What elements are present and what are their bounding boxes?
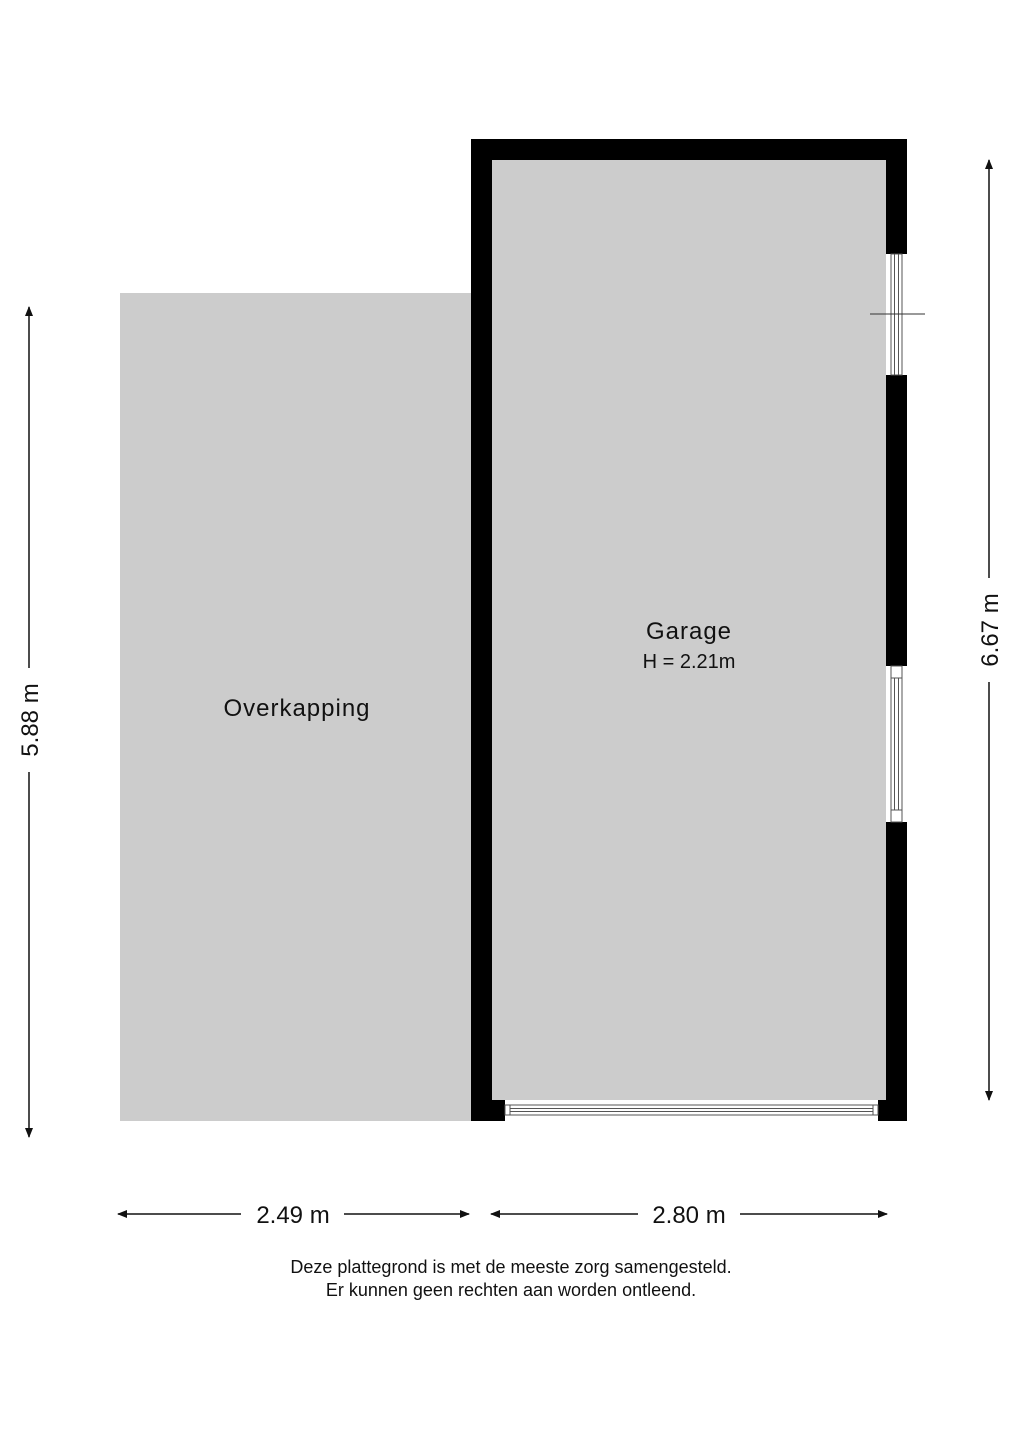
window-upper [870, 253, 925, 376]
dimension-label-bottom-right: 2.80 m [652, 1202, 725, 1229]
dimension-label-right: 6.67 m [977, 593, 1004, 666]
garage-walls [471, 139, 907, 1121]
room-label-overkapping: Overkapping [223, 695, 370, 722]
dimension-label-left: 5.88 m [17, 683, 44, 756]
overkapping-floor [120, 293, 472, 1121]
room-label-garage: Garage [646, 618, 732, 645]
dimension-label-bottom-left: 2.49 m [256, 1202, 329, 1229]
disclaimer-line-2: Er kunnen geen rechten aan worden ontlee… [326, 1280, 696, 1300]
garage-floor [492, 160, 886, 1100]
disclaimer-line-1: Deze plattegrond is met de meeste zorg s… [290, 1257, 731, 1277]
window-lower [890, 665, 903, 823]
room-height-garage: H = 2.21m [643, 651, 736, 673]
garage-door [504, 1104, 879, 1116]
